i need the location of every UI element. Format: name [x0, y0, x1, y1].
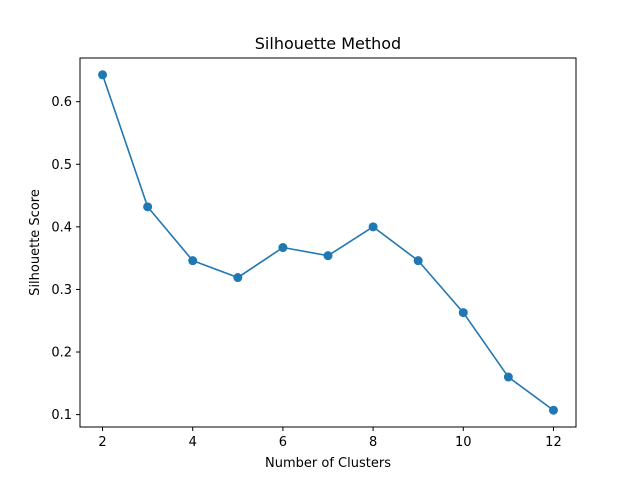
data-point	[98, 70, 108, 80]
y-tick-label: 0.3	[51, 283, 72, 298]
data-point	[503, 372, 513, 382]
chart-title: Silhouette Method	[255, 34, 401, 53]
x-tick-label: 12	[545, 435, 562, 450]
y-tick-label: 0.6	[51, 95, 72, 110]
y-tick-label: 0.5	[51, 158, 72, 173]
y-tick-label: 0.2	[51, 346, 72, 361]
data-point	[278, 243, 288, 253]
y-tick-label: 0.1	[51, 408, 72, 423]
x-tick-label: 4	[189, 435, 197, 450]
y-axis-ticks: 0.1 0.2 0.3 0.4 0.5 0.6	[51, 95, 80, 423]
x-tick-label: 10	[455, 435, 472, 450]
data-point	[413, 256, 423, 266]
x-tick-label: 6	[279, 435, 287, 450]
data-point	[188, 256, 198, 266]
y-axis-label: Silhouette Score	[28, 189, 43, 296]
series-layer	[98, 70, 558, 415]
data-point	[458, 308, 468, 318]
axes-frame	[79, 57, 577, 428]
data-point	[143, 202, 153, 212]
x-tick-label: 8	[369, 435, 377, 450]
x-axis-ticks: 2 4 6 8 10 12	[98, 427, 562, 450]
x-axis-label: Number of Clusters	[265, 456, 391, 471]
data-point	[323, 251, 333, 261]
y-tick-label: 0.4	[51, 220, 72, 235]
data-point	[368, 222, 378, 232]
data-point	[548, 405, 558, 415]
data-point	[233, 273, 243, 283]
x-tick-label: 2	[98, 435, 106, 450]
